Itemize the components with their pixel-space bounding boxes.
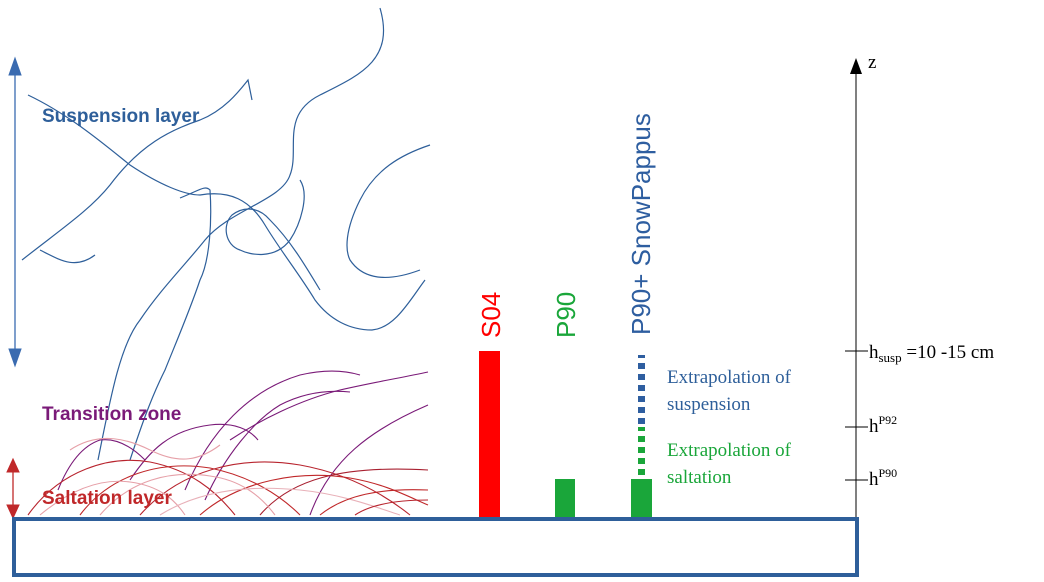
suspension-extent-arrow [8,56,22,368]
s04-label: S04 [476,292,506,338]
h-p92-label: hP92 [869,413,897,437]
ground-surface [12,517,859,577]
snowpappus-saltation-bar [631,479,652,518]
extrap-salt-line2: saltation [667,467,732,488]
extrap-susp-line1: Extrapolation of [667,367,792,388]
p90-label: P90 [551,292,581,338]
suspension-layer-label: Suspension layer [42,106,200,127]
p90-bar [555,479,575,518]
extrap-susp-line2: suspension [667,394,751,415]
z-axis-label: z [868,52,876,73]
transition-zone-label: Transition zone [42,404,181,425]
h-susp-label: hsusp =10 -15 cm [869,342,994,365]
snowpappus-label: P90+ SnowPappus [626,113,656,335]
extrap-salt-line1: Extrapolation of [667,440,792,461]
saltation-layer-label: Saltation layer [42,488,172,509]
z-axis [845,58,868,518]
suspension-trajectories [21,7,431,461]
s04-bar [479,351,500,518]
saltation-extent-arrow [6,457,20,520]
saltation-trajectories [27,437,429,516]
h-p90-label: hP90 [869,466,897,490]
